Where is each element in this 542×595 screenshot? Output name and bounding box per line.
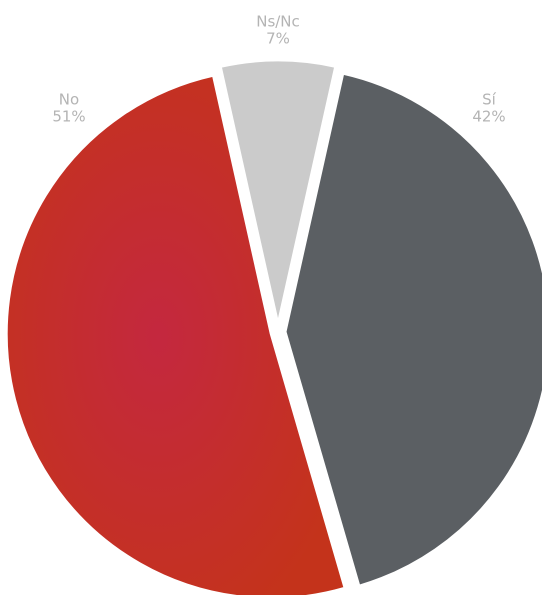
slice-value-label: 51%	[52, 108, 85, 126]
chart: Ns/Nc7% Sí42% No51%	[0, 0, 542, 595]
slice-label: Sí	[482, 91, 497, 109]
slice-label: No	[59, 91, 79, 109]
pie	[6, 60, 542, 595]
slice-label: Ns/Nc	[256, 13, 300, 31]
slice-value-label: 42%	[472, 108, 505, 126]
slice-value-label: 7%	[266, 30, 290, 48]
